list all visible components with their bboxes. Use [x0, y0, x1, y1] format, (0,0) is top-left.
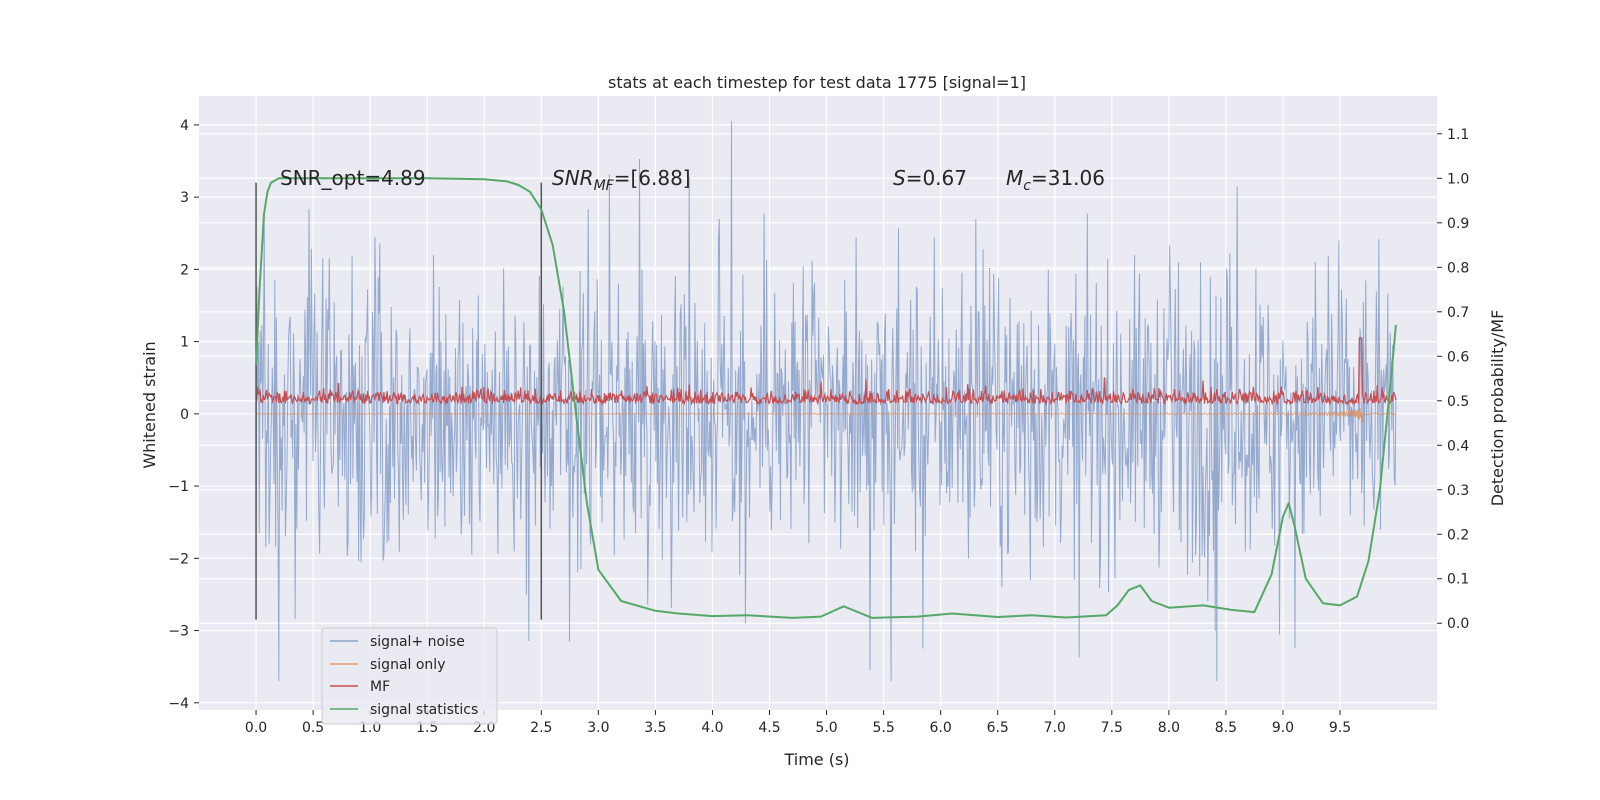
signal-only-line: [256, 407, 1397, 423]
y-tick-label: 3: [180, 190, 189, 206]
x-tick-label: 4.5: [758, 720, 780, 736]
y2-tick-label: 0.2: [1447, 527, 1469, 543]
legend-label-signal-only: signal only: [370, 657, 445, 673]
y2-tick-label: 0.0: [1447, 616, 1469, 632]
y-tick-label: −2: [168, 551, 189, 567]
legend-label-mf: MF: [370, 679, 390, 695]
series-signal-only: [256, 407, 1397, 423]
y-tick-label: 0: [180, 407, 189, 423]
series-signal-statistics: [255, 177, 1397, 619]
y-tick-label: −4: [168, 696, 189, 712]
annotation-snr-mf-sub: MF: [594, 178, 615, 194]
x-tick-label: 2.5: [530, 720, 552, 736]
vertical-markers: [255, 182, 543, 620]
y2-tick-label: 0.1: [1447, 572, 1469, 588]
y2-axis-label: Detection probability/MF: [1488, 310, 1507, 507]
axis-ticks: 0.0 0.5 1.0 1.5 2.0 2.5 3.0 3.5 4.0 4.5 5.0 5.5 6.0 6…: [168, 118, 1469, 736]
signal-noise-line: [255, 121, 1397, 682]
x-tick-label: 6.0: [930, 720, 952, 736]
annotation-s-value: =0.67: [906, 166, 967, 190]
x-tick-label: 9.5: [1329, 720, 1351, 736]
x-tick-label: 5.0: [815, 720, 837, 736]
chart-title: stats at each timestep for test data 177…: [608, 73, 1026, 92]
annotation-s: S=0.67: [893, 166, 967, 190]
legend-label-signal-statistics: signal statistics: [370, 702, 478, 718]
y2-tick-label: 0.5: [1447, 394, 1469, 410]
y2-tick-label: 0.3: [1447, 483, 1469, 499]
legend: signal+ noise signal only MF signal stat…: [321, 627, 498, 725]
annotations: SNR_opt=4.89 SNRMF=[6.88] S=0.67 Mc=31.0…: [280, 166, 1105, 194]
y2-tick-label: 0.4: [1447, 438, 1469, 454]
annotation-mc-sub: c: [1023, 178, 1031, 194]
x-tick-label: 0.5: [302, 720, 324, 736]
x-tick-label: 4.0: [701, 720, 723, 736]
x-tick-label: 8.5: [1215, 720, 1237, 736]
annotation-mc-value: =31.06: [1031, 166, 1105, 190]
series-mf: [255, 337, 1397, 406]
y2-tick-label: 0.7: [1447, 305, 1469, 321]
annotation-snr-mf-label: SNR: [552, 166, 594, 190]
annotation-s-label: S: [893, 166, 906, 190]
annotation-snr-mf-value: =[6.88]: [614, 166, 691, 190]
x-tick-label: 3.5: [644, 720, 666, 736]
x-axis-label: Time (s): [783, 750, 849, 769]
legend-box: [321, 627, 498, 725]
x-tick-label: 7.5: [1101, 720, 1123, 736]
y-tick-label: 2: [180, 262, 189, 278]
y-tick-label: −1: [168, 479, 189, 495]
annotation-mc: Mc=31.06: [1006, 166, 1105, 194]
series-signal-noise: [255, 121, 1397, 682]
y2-tick-label: 0.9: [1447, 216, 1469, 232]
x-tick-label: 3.0: [587, 720, 609, 736]
x-tick-label: 0.0: [245, 720, 267, 736]
signal-statistics-line: [255, 177, 1397, 619]
x-tick-label: 8.0: [1158, 720, 1180, 736]
x-tick-label: 9.0: [1272, 720, 1294, 736]
x-tick-label: 6.5: [987, 720, 1009, 736]
y-tick-label: −3: [168, 624, 189, 640]
annotation-snr-mf: SNRMF=[6.88]: [552, 166, 691, 194]
y2-tick-label: 1.0: [1447, 171, 1469, 187]
y2-tick-label: 0.6: [1447, 349, 1469, 365]
annotation-mc-label: M: [1006, 166, 1023, 190]
mf-line: [255, 337, 1397, 406]
x-tick-label: 7.0: [1044, 720, 1066, 736]
y-axis-label: Whitened strain: [140, 341, 159, 468]
x-tick-label: 5.5: [872, 720, 894, 736]
annotation-snr-opt: SNR_opt=4.89: [280, 166, 426, 190]
y2-tick-label: 0.8: [1447, 260, 1469, 276]
legend-label-signal-noise: signal+ noise: [370, 634, 465, 650]
y2-tick-label: 1.1: [1447, 127, 1469, 143]
y-tick-label: 1: [180, 335, 189, 351]
y-tick-label: 4: [180, 118, 189, 134]
